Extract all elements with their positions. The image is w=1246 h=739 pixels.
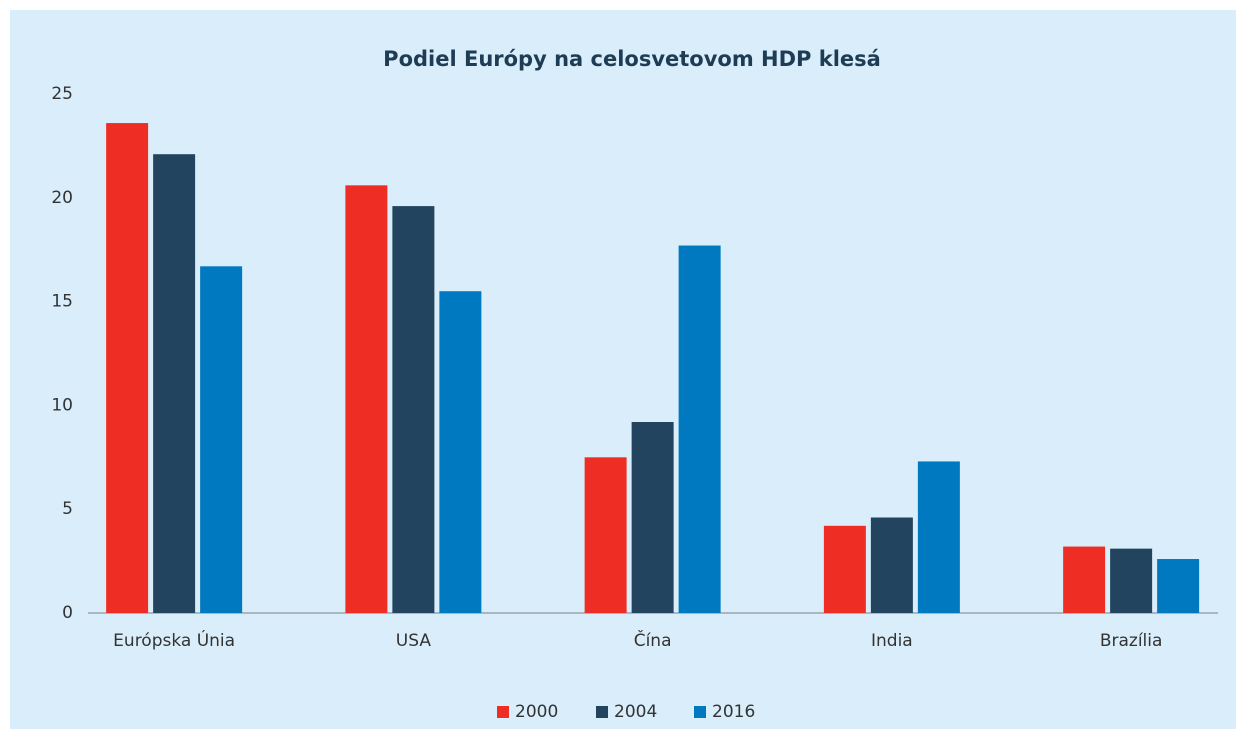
x-tick-label: Čína <box>634 629 672 651</box>
bar <box>106 123 149 614</box>
bar <box>917 461 960 613</box>
legend-swatch <box>694 706 706 718</box>
bar <box>1157 559 1200 613</box>
bar <box>200 266 243 613</box>
bar <box>345 185 388 613</box>
chart-title: Podiel Európy na celosvetovom HDP klesá <box>383 47 881 71</box>
y-tick-label: 20 <box>51 188 73 208</box>
legend-label: 2016 <box>712 702 755 722</box>
bar <box>678 245 721 613</box>
bar <box>1063 546 1106 613</box>
legend-swatch <box>497 706 509 718</box>
legend-label: 2004 <box>614 702 657 722</box>
bar <box>823 525 866 613</box>
x-tick-label: Európska Únia <box>113 629 235 651</box>
y-tick-label: 5 <box>62 499 73 519</box>
bar <box>392 206 435 613</box>
x-tick-label: Brazília <box>1100 631 1163 651</box>
x-tick-label: India <box>871 631 913 651</box>
bar <box>439 291 482 613</box>
legend-label: 2000 <box>515 702 558 722</box>
x-tick-label: USA <box>396 631 432 651</box>
y-tick-label: 10 <box>51 395 73 415</box>
bar <box>1110 548 1153 613</box>
y-tick-label: 0 <box>62 603 73 623</box>
bar <box>584 457 627 613</box>
legend-swatch <box>596 706 608 718</box>
bar <box>631 422 674 613</box>
bar <box>870 517 913 613</box>
bar <box>153 154 196 614</box>
y-tick-label: 15 <box>51 292 73 312</box>
y-tick-label: 25 <box>51 84 73 104</box>
